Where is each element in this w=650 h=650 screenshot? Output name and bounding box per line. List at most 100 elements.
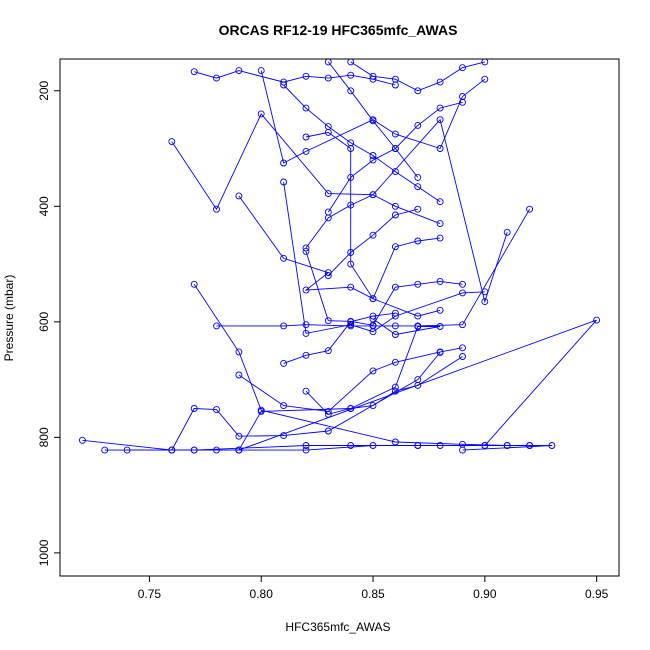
series-line: [194, 70, 396, 86]
data-point: [369, 231, 377, 239]
data-point: [347, 283, 355, 291]
series-line: [171, 352, 441, 451]
data-point: [190, 446, 198, 454]
data-point: [414, 322, 422, 330]
data-point: [347, 442, 355, 449]
data-point: [302, 387, 310, 395]
x-axis-label: HFC365mfc_AWAS: [285, 620, 390, 634]
data-point: [369, 367, 377, 375]
data-point: [324, 190, 332, 198]
data-point: [391, 322, 399, 330]
data-point: [280, 178, 288, 186]
series-line: [216, 208, 530, 327]
y-axis-label: Pressure (mbar): [2, 275, 16, 362]
data-point: [190, 280, 198, 288]
y-tick-label: 1000: [37, 539, 51, 566]
data-point: [324, 272, 332, 280]
data-point: [347, 260, 355, 268]
data-point: [503, 442, 511, 449]
data-point: [414, 237, 422, 245]
data-point: [302, 321, 310, 329]
data-point: [436, 116, 444, 124]
data-point: [391, 243, 399, 251]
data-point: [391, 145, 399, 152]
data-point: [302, 329, 310, 337]
data-point: [414, 312, 422, 320]
data-point: [168, 138, 176, 146]
data-point: [391, 309, 399, 317]
data-point: [436, 277, 444, 285]
y-axis: 200 400 600 800 1000: [37, 80, 60, 566]
data-point: [436, 348, 444, 356]
data-point: [302, 286, 310, 294]
data-point: [101, 446, 109, 454]
data-point: [481, 442, 489, 449]
data-point: [503, 228, 511, 236]
data-point: [481, 75, 489, 83]
y-tick-label: 200: [37, 80, 51, 100]
data-point: [324, 347, 332, 355]
series-line: [305, 251, 463, 326]
data-point: [414, 183, 422, 191]
series-line: [127, 445, 552, 451]
data-point: [459, 98, 466, 106]
x-axis: 0.75 0.80 0.85 0.90 0.95: [138, 576, 609, 601]
data-point: [347, 87, 355, 95]
data-point: [391, 331, 399, 338]
series-9: [235, 344, 466, 415]
data-point: [347, 173, 355, 181]
data-point: [302, 133, 310, 141]
y-tick-label: 400: [37, 196, 51, 216]
data-point: [190, 68, 198, 76]
data-point: [213, 446, 220, 454]
data-point: [526, 442, 534, 449]
data-point: [235, 371, 243, 379]
data-point: [347, 71, 355, 79]
data-point: [391, 202, 399, 210]
data-point: [235, 446, 243, 454]
data-point: [280, 159, 288, 167]
data-point: [213, 322, 220, 330]
data-point: [436, 145, 444, 152]
series-4: [190, 280, 534, 449]
x-tick-label: 0.90: [473, 587, 497, 601]
x-tick-label: 0.95: [585, 587, 609, 601]
data-point: [302, 244, 310, 252]
series-16: [302, 191, 444, 252]
data-point: [391, 75, 399, 83]
data-point: [369, 321, 377, 329]
series-line: [305, 131, 441, 300]
series-line: [193, 284, 530, 446]
data-point: [190, 405, 198, 412]
data-point: [324, 317, 332, 325]
data-point: [369, 191, 377, 199]
series-line: [305, 194, 441, 249]
data-point: [481, 298, 489, 306]
data-point: [257, 406, 265, 414]
data-point: [436, 234, 444, 242]
x-tick-label: 0.75: [138, 587, 162, 601]
series-20: [280, 309, 399, 367]
data-point: [324, 427, 332, 435]
data-point: [369, 156, 377, 164]
data-point: [391, 387, 399, 395]
data-point: [414, 87, 422, 95]
data-point: [436, 323, 444, 330]
series-8: [235, 192, 444, 320]
data-point: [324, 74, 332, 82]
data-point: [369, 72, 377, 80]
series-line: [283, 181, 485, 334]
data-point: [391, 211, 399, 219]
data-point: [369, 152, 377, 159]
data-point: [369, 117, 377, 125]
data-point: [347, 145, 355, 152]
data-point: [213, 406, 220, 414]
series-layer: [78, 58, 601, 454]
data-point: [280, 322, 288, 330]
data-point: [302, 147, 310, 155]
data-point: [459, 289, 466, 297]
series-line: [327, 208, 418, 276]
data-point: [391, 438, 399, 446]
data-point: [280, 81, 288, 89]
